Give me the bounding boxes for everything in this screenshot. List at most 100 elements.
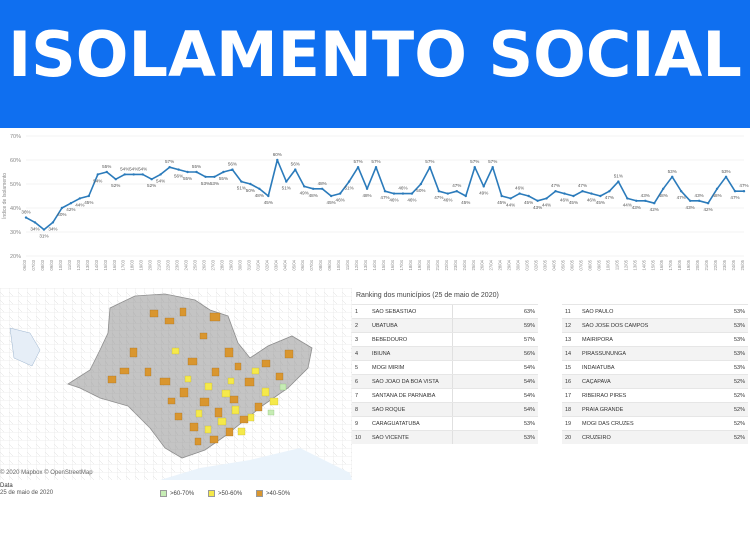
rank-number: 6	[355, 379, 359, 385]
rank-number: 8	[355, 407, 359, 413]
data-point	[213, 175, 216, 178]
data-label: 56%	[228, 162, 237, 167]
data-label: 45%	[497, 200, 506, 205]
sao-paulo-map[interactable]	[0, 288, 352, 480]
data-point	[401, 192, 405, 195]
data-label: 46%	[443, 198, 452, 203]
country-border	[9, 327, 41, 367]
municipality-name: SÃO ROQUE	[372, 407, 406, 413]
data-point	[276, 158, 279, 162]
rank-number: 1	[355, 309, 359, 315]
data-point	[285, 180, 288, 183]
municipality-name: INDAIATUBA	[582, 365, 615, 371]
data-point	[231, 168, 234, 171]
ranking-table-right: 11 SÃO PAULO 53% 12 SÃO JOSÉ DOS CAMPOS 53% …	[562, 304, 748, 444]
data-label: 34%	[30, 226, 39, 231]
legend-item-60-70[interactable]: >60-70%	[160, 490, 194, 497]
data-label: 52%	[147, 183, 156, 188]
x-tick-label: 27/03	[210, 259, 215, 270]
table-row: 16 CAÇAPAVA 52%	[562, 374, 748, 388]
isolation-line-chart: 70% 60% 50% 40% 30% 20% Índice de Isolamento 06…	[0, 128, 750, 288]
legend-item-50-60[interactable]: >50-60%	[208, 490, 242, 497]
date-filter-value[interactable]: 25 de maio de 2020	[0, 490, 54, 496]
x-tick-label: 26/03	[202, 259, 207, 270]
data-point	[644, 199, 647, 202]
municipalities-60-70	[267, 383, 287, 416]
legend-swatch-yellow	[208, 490, 215, 497]
municipality-name: SÃO VICENTE	[372, 435, 409, 441]
table-row: 8 SÃO ROQUE 54%	[352, 402, 538, 416]
data-label: 46%	[336, 198, 345, 203]
x-tick-label: 10/05	[605, 259, 610, 270]
data-label: 43%	[686, 205, 695, 210]
data-label: 53%	[668, 169, 677, 174]
legend-label: >60-70%	[170, 490, 195, 497]
x-tick-label: 20/03	[148, 259, 153, 270]
data-point	[96, 173, 100, 176]
table-row: 13 MAIRIPORÃ 53%	[562, 332, 748, 346]
data-point	[303, 185, 306, 188]
legend-item-40-50[interactable]: >40-50%	[256, 490, 290, 497]
x-tick-label: 05/05	[561, 259, 566, 270]
data-label: 48%	[318, 181, 327, 186]
municipality-name: SANTANA DE PARNAÍBA	[372, 393, 436, 399]
rank-number: 3	[355, 337, 359, 343]
data-label: 47%	[730, 195, 739, 200]
data-label: 51%	[344, 186, 353, 191]
data-point	[536, 199, 539, 202]
data-point	[240, 180, 243, 183]
data-label: 44%	[75, 202, 84, 207]
rank-number: 20	[565, 435, 572, 441]
data-point	[437, 190, 441, 193]
data-point	[715, 187, 719, 190]
data-label: 46%	[560, 198, 569, 203]
data-point	[195, 170, 198, 174]
municipality-name: CARAGUATATUBA	[372, 421, 420, 427]
map-svg	[0, 288, 352, 480]
data-point	[33, 221, 37, 224]
table-row: 20 CRUZEIRO 52%	[562, 430, 748, 444]
data-point	[572, 194, 575, 198]
data-label: 50%	[416, 188, 425, 193]
rank-number: 12	[565, 323, 572, 329]
y-tick-label: 60%	[10, 158, 21, 164]
data-label: 44%	[506, 202, 515, 207]
x-tick-label: 13/03	[85, 259, 90, 270]
data-point	[267, 194, 270, 198]
data-point	[312, 187, 315, 190]
x-tick-label: 05/04	[291, 259, 296, 270]
y-tick-label: 20%	[10, 254, 21, 260]
table-row: 4 IBIÚNA 56%	[352, 346, 538, 360]
municipality-name: UBATUBA	[372, 323, 398, 329]
x-tick-label: 21/03	[157, 259, 162, 270]
municipality-name: PRAIA GRANDE	[582, 407, 624, 413]
data-point	[509, 197, 512, 200]
data-label: 45%	[461, 200, 470, 205]
data-point	[473, 166, 476, 169]
table-row: 11 SÃO PAULO 53%	[562, 304, 748, 318]
x-tick-label: 24/05	[731, 259, 736, 270]
data-point	[132, 173, 135, 176]
data-point	[635, 199, 638, 202]
legend-label: >40-50%	[266, 490, 291, 497]
data-point	[688, 199, 692, 202]
table-row: 2 UBATUBA 59%	[352, 318, 538, 332]
data-label: 47%	[739, 183, 748, 188]
data-label: 60%	[273, 152, 282, 157]
header-banner: ISOLAMENTO SOCIAL	[0, 0, 750, 128]
data-point	[482, 185, 485, 188]
data-point	[168, 166, 171, 169]
data-point	[608, 190, 611, 193]
banner-title: ISOLAMENTO SOCIAL	[8, 18, 742, 91]
x-tick-label: 09/04	[327, 259, 332, 270]
data-label: 34%	[48, 226, 57, 231]
isolation-value: 54%	[523, 393, 535, 399]
data-label: 52%	[111, 183, 120, 188]
data-point	[392, 192, 396, 195]
legend-swatch-orange	[256, 490, 263, 497]
x-tick-label: 23/04	[453, 259, 458, 270]
data-label: 45%	[569, 200, 578, 205]
data-label: 45%	[84, 200, 93, 205]
x-tick-label: 06/03	[22, 259, 27, 270]
data-point	[186, 170, 189, 174]
